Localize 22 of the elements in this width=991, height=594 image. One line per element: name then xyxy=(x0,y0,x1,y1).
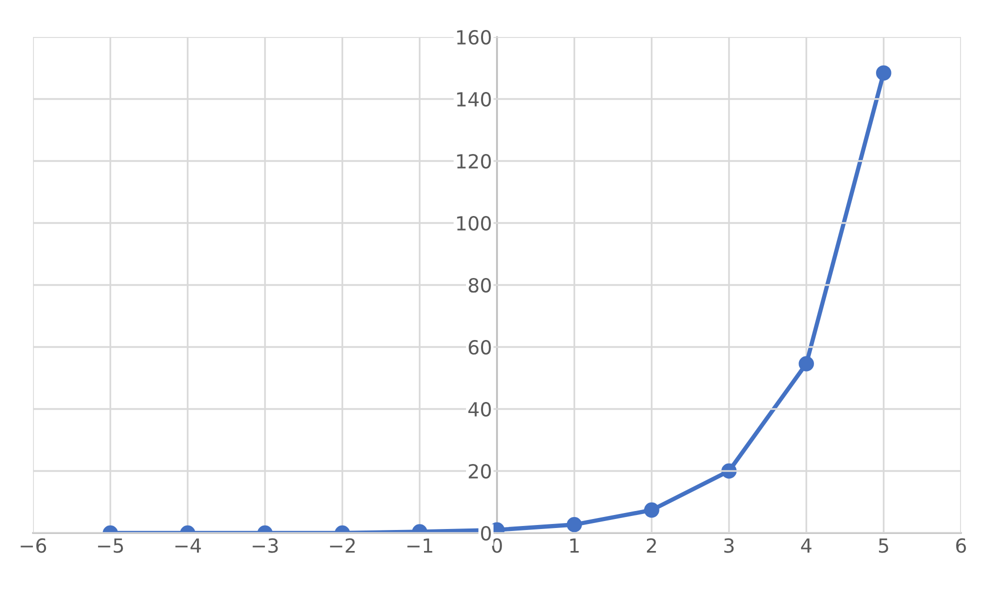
x-tick-label: −6 xyxy=(20,538,46,553)
y-tick-label: 80 xyxy=(468,278,491,293)
x-tick-label: −5 xyxy=(98,538,123,553)
y-tick-label: 40 xyxy=(468,402,491,417)
y-tick-label: 160 xyxy=(457,30,491,45)
y-tick-label: 0 xyxy=(481,526,491,541)
y-tick-label: 20 xyxy=(468,464,491,479)
y-tick-label: 120 xyxy=(457,154,491,169)
x-tick-label: 3 xyxy=(724,538,734,553)
x-tick-label: 1 xyxy=(570,538,579,553)
x-tick-label: −1 xyxy=(407,538,432,553)
point xyxy=(876,65,892,81)
x-tick-label: 5 xyxy=(878,538,888,553)
x-tick-label: −3 xyxy=(252,538,278,553)
y-tick-label: 100 xyxy=(457,216,491,231)
x-tick-label: −2 xyxy=(330,538,355,553)
y-tick-label: 60 xyxy=(468,340,491,355)
x-tick-label: 6 xyxy=(956,538,966,553)
x-tick-label: 4 xyxy=(801,538,812,553)
x-tick-label: 2 xyxy=(646,538,656,553)
y-tick-label: 140 xyxy=(457,92,491,107)
x-tick-label: −4 xyxy=(175,538,201,553)
